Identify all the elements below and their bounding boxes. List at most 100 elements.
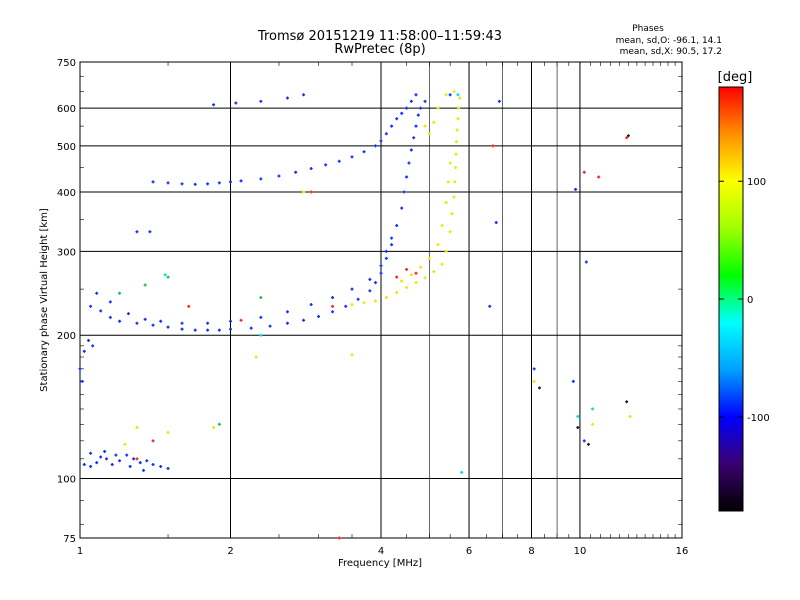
data-point [229,319,232,323]
data-point [537,386,541,390]
data-point [114,453,118,457]
data-point [625,136,629,140]
data-point [532,367,536,371]
data-point [118,291,122,295]
data-point [395,117,399,121]
data-point [234,101,238,105]
data-point [597,175,601,179]
data-point [407,161,411,165]
colorbar-tick-label: -100 [747,413,770,424]
data-point [374,144,378,148]
data-point [395,275,399,279]
data-point [488,304,492,308]
data-point [302,318,306,322]
data-point [405,285,409,289]
data-point [135,425,139,429]
data-point [87,338,91,342]
data-point [309,167,313,171]
data-point [317,314,321,318]
data-point [368,277,372,281]
data-point [259,177,263,181]
y-tick-label: 500 [57,142,76,153]
data-point [448,161,452,165]
colorbar: [deg] 100 0 -100 [718,70,770,512]
y-tick-label: 200 [57,331,76,342]
data-point [452,195,456,199]
data-point [132,457,136,461]
data-point [591,422,595,426]
data-point [254,355,258,359]
data-point [217,181,221,185]
data-point [374,299,378,303]
x-tick-label: 16 [676,546,689,557]
data-point [163,273,167,277]
data-point [239,179,243,183]
colorbar-tick-label: 0 [747,295,753,306]
data-point [491,144,495,148]
data-point [294,170,298,174]
data-point [440,224,444,228]
data-point [402,190,406,194]
data-point [405,106,409,110]
data-point [166,430,170,434]
x-tick-label: 6 [466,546,472,557]
data-point [309,303,313,307]
data-point [454,152,458,156]
data-point [454,166,458,170]
chart-title-line1: Tromsø 20151219 11:58:00–11:59:43 [257,29,502,44]
data-point [576,425,580,429]
data-point [379,264,383,268]
data-point [331,296,335,300]
data-point [229,327,232,331]
data-point [574,187,578,191]
data-point [206,321,210,325]
data-point [626,134,630,138]
data-point [123,442,127,446]
data-point [427,132,431,136]
data-point [423,276,427,280]
data-point [414,271,418,275]
data-point [108,300,112,304]
data-point [239,318,243,322]
data-point [448,230,452,234]
data-point [142,468,146,472]
data-point [444,201,448,205]
data-point [423,124,427,128]
data-point [159,319,163,323]
data-point [400,279,404,283]
data-point [532,379,536,383]
data-point [135,457,139,461]
data-point [362,150,366,154]
data-point [362,301,366,305]
data-point [206,182,210,186]
x-tick-label: 8 [528,546,534,557]
data-point [368,289,372,293]
data-point [166,181,170,185]
data-point [455,128,459,132]
data-point [423,99,427,103]
data-point [456,93,460,97]
data-point [350,155,354,159]
data-point [350,287,354,291]
data-point [384,249,388,253]
data-point [110,463,114,467]
data-point [436,106,440,110]
data-point [384,256,388,260]
data-point [108,315,112,319]
plot-area: 1 2 4 6 8 10 16 75 100 200 300 400 500 600 750 [57,58,688,557]
data-point [151,463,155,467]
data-point [405,175,409,179]
data-point [412,136,416,140]
y-tick-label: 100 [57,475,76,486]
data-point [494,221,498,225]
data-point [268,324,272,328]
data-point [91,344,95,348]
data-point [350,303,354,307]
data-point [450,212,454,216]
data-point [151,323,155,327]
data-point [414,93,418,97]
data-point [409,148,413,152]
data-point [427,256,431,260]
data-point [151,439,155,443]
data-point [419,106,423,110]
